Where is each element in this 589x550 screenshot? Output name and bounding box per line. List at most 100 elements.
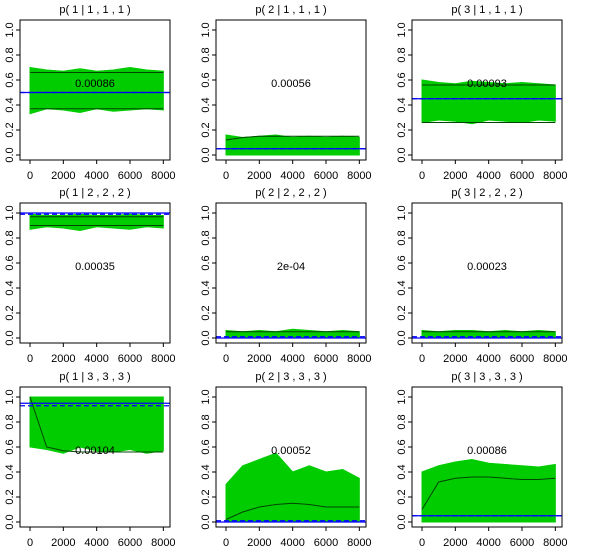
y-tick-label: 1.0	[4, 22, 16, 37]
x-tick-label: 2000	[443, 353, 467, 365]
trace-band	[29, 396, 164, 454]
y-tick-label: 0.8	[4, 414, 16, 429]
trace-band	[225, 134, 360, 156]
x-tick-label: 4000	[84, 170, 108, 182]
y-tick-label: 0.8	[4, 47, 16, 62]
panel-title: p( 2 | 3 , 3 , 3 )	[255, 371, 326, 383]
panel: p( 1 | 1 , 1 , 1 ) 0.0 0.2 0.4 0.6 0.8 1.0 0 200…	[4, 4, 176, 182]
x-tick-label: 6000	[314, 170, 338, 182]
x-tick-label: 6000	[314, 353, 338, 365]
plot-frame	[19, 19, 171, 161]
annotation: 0.00035	[75, 261, 115, 273]
running-line	[421, 476, 556, 510]
plot-frame	[411, 19, 563, 161]
y-tick-label: 0.2	[200, 305, 212, 320]
panel-title: p( 1 | 1 , 1 , 1 )	[59, 4, 130, 16]
trace-band	[421, 458, 556, 523]
y-tick-label: 0.2	[4, 305, 16, 320]
y-tick-label: 0.4	[4, 464, 16, 479]
panel-title: p( 3 | 2 , 2 , 2 )	[451, 187, 522, 199]
panel: p( 3 | 1 , 1 , 1 ) 0.0 0.2 0.4 0.6 0.8 1.0 0 200…	[396, 4, 568, 182]
x-tick-label: 0	[223, 537, 229, 549]
annotation: 0.00104	[75, 445, 115, 457]
y-tick-label: 0.4	[200, 280, 212, 295]
panel-title: p( 2 | 1 , 1 , 1 )	[255, 4, 326, 16]
x-tick-label: 4000	[280, 353, 304, 365]
x-tick-label: 4000	[280, 537, 304, 549]
x-tick-label: 4000	[476, 353, 500, 365]
x-tick-label: 6000	[118, 353, 142, 365]
y-tick-label: 0.0	[4, 147, 16, 162]
panel-title: p( 1 | 3 , 3 , 3 )	[59, 371, 130, 383]
x-tick-label: 2000	[443, 537, 467, 549]
y-tick-label: 0.4	[200, 464, 212, 479]
x-tick-label: 6000	[314, 537, 338, 549]
panel-title: p( 3 | 1 , 1 , 1 )	[451, 4, 522, 16]
x-tick-label: 0	[27, 537, 33, 549]
running-line	[225, 135, 360, 141]
x-tick-label: 6000	[510, 170, 534, 182]
y-tick-label: 0.6	[396, 255, 408, 270]
y-tick-label: 0.4	[396, 97, 408, 112]
y-tick-label: 1.0	[396, 389, 408, 404]
x-tick-label: 4000	[84, 537, 108, 549]
x-tick-label: 8000	[347, 170, 371, 182]
annotation: 0.00056	[271, 78, 311, 90]
y-tick-label: 0.4	[4, 280, 16, 295]
panel-title: p( 2 | 2 , 2 , 2 )	[255, 187, 326, 199]
x-tick-label: 0	[223, 353, 229, 365]
y-tick-label: 1.0	[396, 22, 408, 37]
running-line	[225, 502, 360, 520]
x-tick-label: 8000	[543, 537, 567, 549]
y-tick-label: 1.0	[396, 205, 408, 220]
y-tick-label: 0.6	[396, 439, 408, 454]
plot-frame	[19, 386, 171, 528]
plot-frame	[411, 386, 563, 528]
panel-title: p( 3 | 3 , 3 , 3 )	[451, 371, 522, 383]
x-tick-label: 8000	[151, 537, 175, 549]
x-tick-label: 0	[27, 170, 33, 182]
y-tick-label: 0.8	[200, 414, 212, 429]
x-tick-label: 4000	[476, 537, 500, 549]
y-tick-label: 0.8	[396, 230, 408, 245]
y-tick-label: 0.8	[396, 47, 408, 62]
y-tick-label: 0.2	[4, 489, 16, 504]
y-tick-label: 0.4	[396, 280, 408, 295]
x-tick-label: 2000	[443, 170, 467, 182]
x-tick-label: 8000	[347, 353, 371, 365]
x-tick-label: 8000	[347, 537, 371, 549]
x-tick-label: 4000	[476, 170, 500, 182]
x-tick-label: 6000	[510, 537, 534, 549]
y-tick-label: 0.6	[4, 72, 16, 87]
panel: p( 3 | 2 , 2 , 2 ) 0.0 0.2 0.4 0.6 0.8 1.0 0 200…	[396, 187, 568, 365]
x-tick-label: 0	[419, 537, 425, 549]
plot-frame	[215, 19, 367, 161]
x-tick-label: 0	[419, 353, 425, 365]
x-tick-label: 8000	[543, 353, 567, 365]
trace-band	[225, 452, 360, 523]
y-tick-label: 0.2	[4, 122, 16, 137]
y-tick-label: 1.0	[4, 205, 16, 220]
y-tick-label: 0.0	[200, 330, 212, 345]
x-tick-label: 6000	[118, 170, 142, 182]
y-tick-label: 0.0	[396, 514, 408, 529]
running-line	[29, 396, 164, 453]
x-tick-label: 8000	[151, 353, 175, 365]
y-tick-label: 0.0	[200, 147, 212, 162]
plot-frame	[215, 202, 367, 344]
annotation: 0.00052	[271, 445, 311, 457]
x-tick-label: 2000	[247, 537, 271, 549]
x-tick-label: 2000	[247, 353, 271, 365]
y-tick-label: 0.0	[4, 514, 16, 529]
trace-band	[29, 66, 164, 115]
annotation: 2e-04	[277, 261, 305, 273]
x-tick-label: 2000	[51, 170, 75, 182]
x-tick-label: 8000	[151, 170, 175, 182]
y-tick-label: 0.6	[200, 255, 212, 270]
y-tick-label: 0.2	[200, 122, 212, 137]
x-tick-label: 0	[419, 170, 425, 182]
panel: p( 2 | 1 , 1 , 1 ) 0.0 0.2 0.4 0.6 0.8 1.0 0 200…	[200, 4, 372, 182]
y-tick-label: 0.0	[396, 330, 408, 345]
y-tick-label: 1.0	[200, 22, 212, 37]
y-tick-label: 1.0	[200, 389, 212, 404]
